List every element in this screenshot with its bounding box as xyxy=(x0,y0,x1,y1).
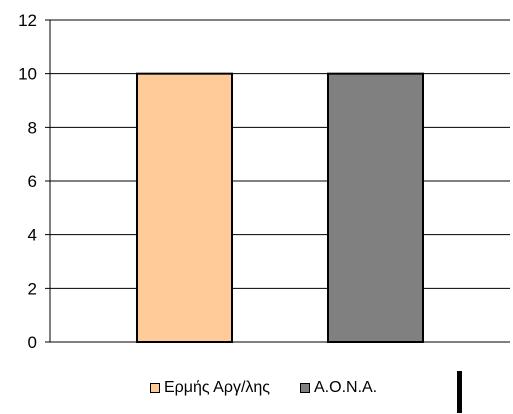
y-tick-label: 6 xyxy=(28,172,37,191)
divider-bar xyxy=(457,371,462,413)
y-tick-label: 10 xyxy=(18,65,37,84)
legend-item-series-1: Ερμής Αργ/λης xyxy=(150,379,270,397)
legend-swatch-series-1 xyxy=(150,383,160,393)
y-tick-label: 12 xyxy=(18,11,37,30)
legend-label-series-1: Ερμής Αργ/λης xyxy=(164,379,270,396)
legend-label-series-2: Α.Ο.Ν.Α. xyxy=(314,379,378,396)
y-tick-label: 0 xyxy=(28,333,37,352)
chart-legend: Ερμής Αργ/λης Α.Ο.Ν.Α. xyxy=(150,377,377,399)
bar-2 xyxy=(327,72,424,344)
y-tick-label: 4 xyxy=(28,226,37,245)
y-tick-label: 8 xyxy=(28,118,37,137)
bar-1 xyxy=(136,72,233,344)
legend-item-series-2: Α.Ο.Ν.Α. xyxy=(300,379,377,397)
legend-swatch-series-2 xyxy=(300,383,310,393)
y-tick-label: 2 xyxy=(28,279,37,298)
